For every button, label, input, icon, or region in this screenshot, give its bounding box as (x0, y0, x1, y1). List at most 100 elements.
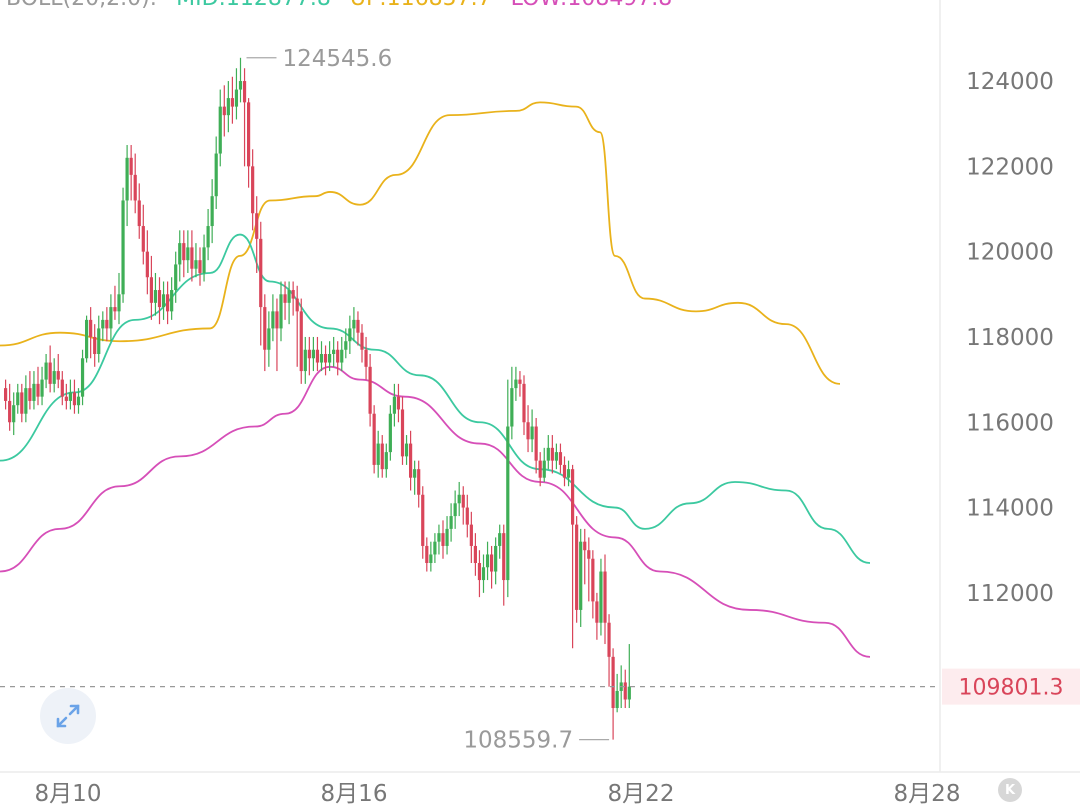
candle-up (352, 319, 356, 329)
candle-up (554, 452, 558, 461)
candle-down (611, 656, 615, 709)
candles (4, 57, 631, 740)
candle-down (198, 260, 202, 273)
y-tick-label: 124000 (966, 69, 1054, 95)
candle-down (336, 349, 340, 363)
candle-down (502, 533, 506, 581)
candle-up (109, 307, 113, 329)
candle-up (287, 290, 291, 303)
candle-down (595, 601, 599, 623)
candle-up (481, 567, 486, 581)
fullscreen-button[interactable] (40, 688, 96, 744)
expand-icon (56, 704, 80, 728)
candle-down (461, 494, 465, 508)
candle-down (607, 622, 611, 657)
candle-up (566, 469, 571, 478)
boll-mid-line (0, 233, 871, 564)
boll-low-value: LOW:108497.8 (511, 0, 673, 11)
candle-down (141, 226, 145, 252)
candle-down (28, 388, 32, 401)
candle-up (344, 341, 348, 350)
candle-down (149, 277, 153, 303)
boll-legend: BOLL(20,2.0): MID:112877.8 UP:116857.7 L… (6, 0, 684, 11)
candle-up (340, 349, 344, 363)
candle-up (121, 200, 125, 295)
candle-down (465, 507, 469, 525)
candle-up (76, 396, 81, 406)
candle-down (518, 379, 522, 384)
candle-down (603, 571, 607, 623)
candle-up (457, 494, 461, 504)
candle-down (295, 298, 299, 312)
candle-up (311, 349, 315, 359)
candle-up (234, 89, 239, 107)
candle-up (433, 541, 437, 555)
candle-up (178, 243, 182, 265)
candle-down (230, 98, 234, 107)
candle-up (16, 392, 20, 406)
candle-up (214, 153, 218, 197)
candle-down (473, 545, 477, 564)
candle-down (182, 243, 186, 261)
candle-down (20, 392, 24, 414)
boll-indicator-name: BOLL(20,2.0): (6, 0, 157, 11)
y-tick-label: 118000 (966, 325, 1054, 351)
candle-down (247, 102, 251, 167)
candle-down (380, 443, 384, 470)
candle-up (226, 98, 230, 116)
low-annotation-label: 108559.7 (463, 728, 573, 754)
candle-up (125, 157, 129, 201)
candle-up (546, 447, 550, 461)
candle-down (48, 362, 52, 384)
boll-upper-line (0, 101, 841, 385)
candle-down (60, 379, 64, 397)
candle-up (579, 541, 583, 610)
candle-up (506, 426, 510, 581)
candle-up (210, 196, 214, 227)
candle-up (510, 388, 514, 427)
candle-down (56, 371, 60, 380)
candle-up (328, 354, 332, 363)
candle-down (425, 545, 429, 564)
candle-up (12, 405, 16, 423)
y-tick-label: 116000 (966, 410, 1054, 436)
x-tick-label: 8月22 (608, 781, 675, 807)
candle-down (409, 443, 413, 478)
y-tick-label: 112000 (966, 581, 1054, 607)
candle-up (174, 264, 178, 291)
candle-down (283, 294, 287, 303)
candle-up (332, 349, 336, 355)
candle-up (530, 426, 534, 440)
candle-up (194, 260, 198, 269)
candle-down (93, 336, 97, 355)
candle-down (72, 392, 77, 406)
candle-down (190, 247, 194, 269)
candle-down (591, 558, 595, 602)
kline-settings-icon[interactable]: K (998, 778, 1022, 802)
candle-down (307, 349, 311, 359)
candle-down (356, 319, 360, 333)
candle-down (421, 494, 425, 546)
candle-up (542, 460, 546, 478)
candle-down (364, 349, 368, 367)
last-price-tag (942, 668, 1080, 705)
candle-up (599, 571, 603, 623)
candle-up (627, 686, 631, 700)
candle-down (4, 388, 8, 401)
candle-up (202, 247, 206, 273)
low-annotation: 108559.7 (463, 728, 610, 754)
candle-up (85, 319, 89, 359)
candle-up (32, 383, 36, 401)
candle-down (477, 563, 482, 581)
candle-down (534, 426, 538, 461)
candle-up (453, 503, 457, 517)
candle-up (388, 413, 392, 453)
candle-up (44, 362, 48, 380)
candle-down (368, 366, 372, 414)
candle-up (267, 328, 271, 350)
candle-up (271, 311, 275, 329)
candle-up (348, 328, 352, 342)
candle-down (571, 469, 575, 525)
candle-up (449, 516, 453, 529)
